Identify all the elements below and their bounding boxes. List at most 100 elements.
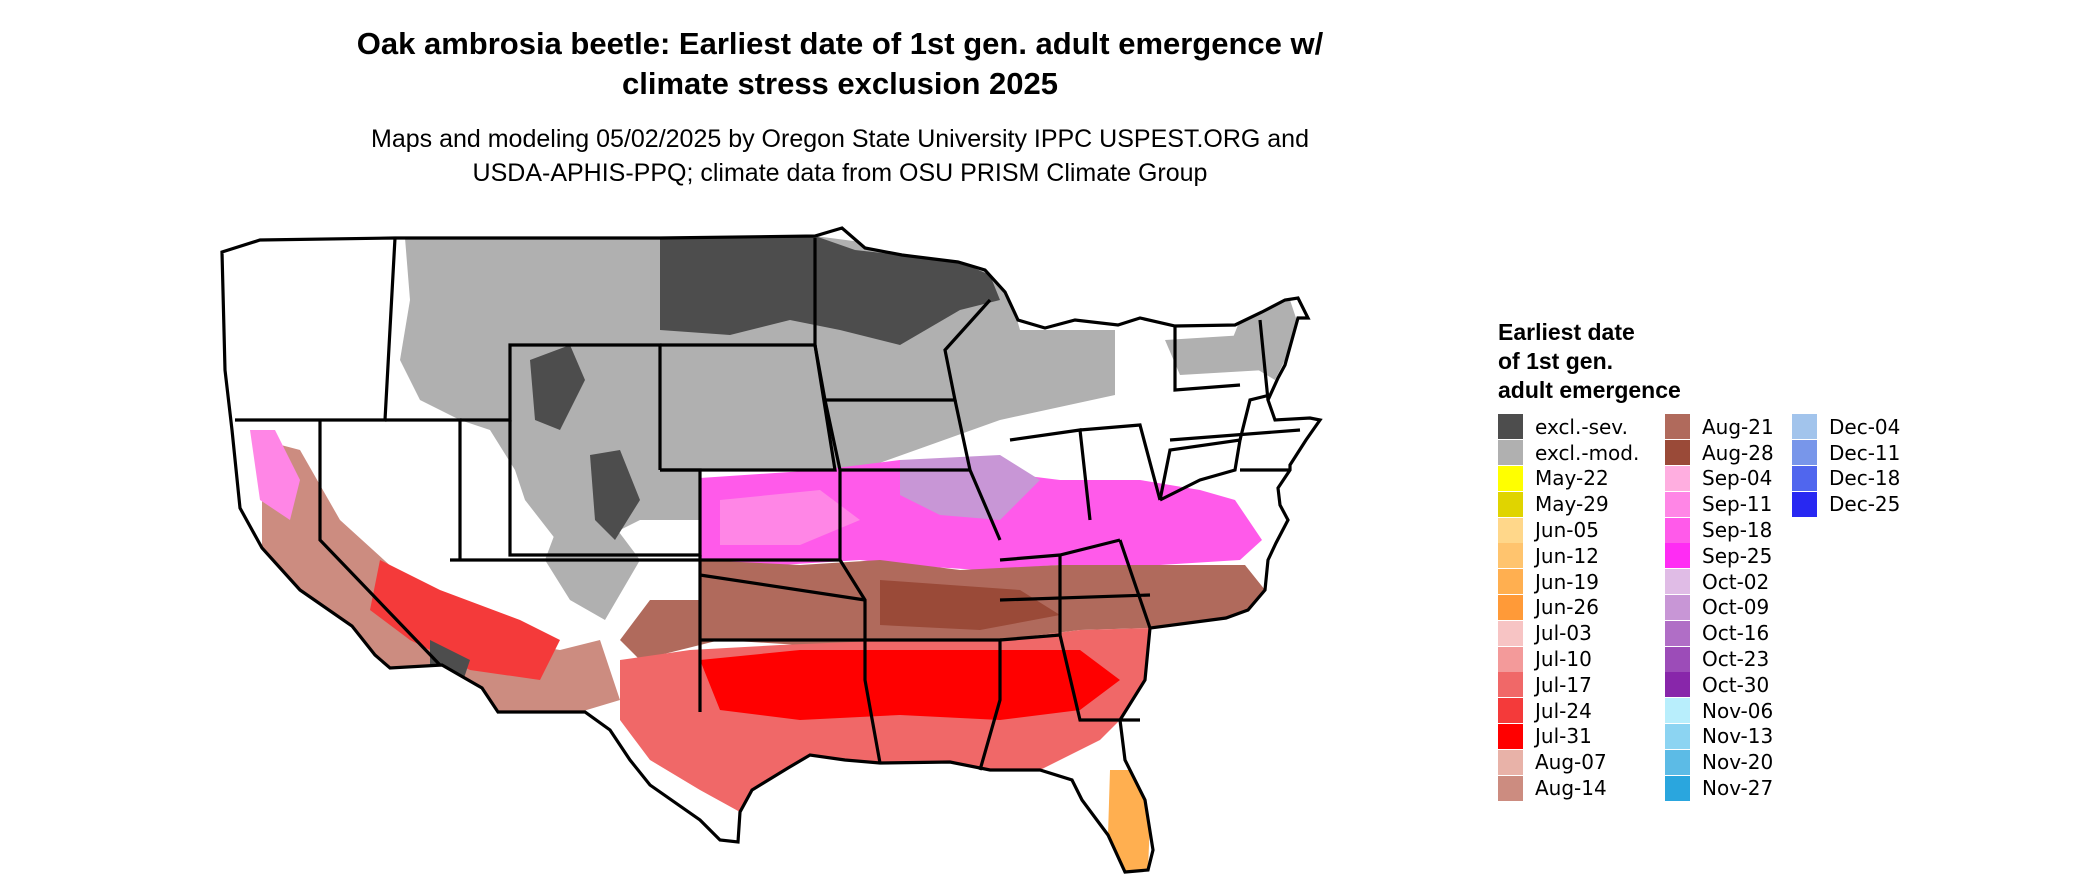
legend-item: Dec-04 (1792, 414, 1900, 440)
legend-swatch (1665, 749, 1690, 775)
legend-item: Aug-21 (1665, 414, 1774, 440)
legend-item: Jun-05 (1498, 517, 1639, 543)
legend-label: Jul-10 (1535, 647, 1592, 672)
legend-swatch (1665, 620, 1690, 646)
map-subtitle: Maps and modeling 05/02/2025 by Oregon S… (240, 122, 1440, 190)
legend-label: Sep-11 (1702, 492, 1773, 517)
legend-item: Jul-17 (1498, 672, 1639, 698)
legend-label: Sep-18 (1702, 518, 1773, 543)
legend-label: Dec-25 (1829, 492, 1901, 517)
legend-swatch (1498, 414, 1523, 440)
legend-swatch (1498, 749, 1523, 775)
legend-swatch (1498, 569, 1523, 595)
legend-label: Oct-23 (1702, 647, 1770, 672)
legend-title-line-3: adult emergence (1498, 377, 1681, 403)
legend-label: May-29 (1535, 492, 1609, 517)
legend-item: Nov-20 (1665, 749, 1774, 775)
legend-item: Sep-11 (1665, 491, 1774, 517)
legend-label: Nov-06 (1702, 698, 1774, 723)
legend-item: Dec-11 (1792, 440, 1900, 466)
legend-item: Sep-18 (1665, 517, 1774, 543)
legend-swatch (1665, 672, 1690, 698)
legend-label: Oct-02 (1702, 569, 1770, 594)
legend-column-2: Aug-21 Aug-28 Sep-04 Sep-11 Sep-18 Sep-25 Oct-… (1665, 414, 1774, 801)
legend-label: Aug-21 (1702, 414, 1774, 439)
legend-item: Dec-18 (1792, 465, 1900, 492)
legend-label: Oct-09 (1702, 595, 1770, 620)
legend-swatch (1665, 646, 1690, 672)
map-title: Oak ambrosia beetle: Earliest date of 1s… (240, 24, 1440, 104)
legend-swatch (1498, 594, 1523, 620)
legend-item: Aug-14 (1498, 775, 1639, 801)
legend-item: Dec-25 (1792, 491, 1900, 517)
legend-label: May-22 (1535, 466, 1609, 491)
legend-label: Jun-26 (1535, 595, 1599, 620)
legend-item: Jun-19 (1498, 569, 1639, 595)
legend-item: Aug-07 (1498, 749, 1639, 775)
legend-swatch (1498, 517, 1523, 543)
legend-column-1: excl.-sev. excl.-mod. May-22 May-29 Jun-05 Ju… (1498, 414, 1639, 801)
legend-swatch (1665, 594, 1690, 620)
legend-label: Jun-12 (1535, 543, 1599, 568)
legend-item: Jun-26 (1498, 594, 1639, 621)
map-title-line-1: Oak ambrosia beetle: Earliest date of 1s… (356, 26, 1324, 61)
legend-swatch (1665, 465, 1690, 491)
legend-title: Earliest date of 1st gen. adult emergenc… (1498, 318, 1758, 405)
legend-item: Oct-16 (1665, 620, 1774, 646)
legend-label: Aug-07 (1535, 750, 1607, 775)
legend-swatch (1498, 543, 1523, 569)
legend-swatch (1665, 723, 1690, 749)
legend-swatch (1792, 440, 1817, 466)
us-map (220, 226, 1323, 874)
legend-label: Aug-28 (1702, 440, 1774, 465)
legend-swatch (1498, 440, 1523, 466)
map-subtitle-line-2: USDA-APHIS-PPQ; climate data from OSU PR… (472, 159, 1208, 187)
legend-item: May-29 (1498, 491, 1639, 517)
legend-item: Aug-28 (1665, 440, 1774, 466)
legend-label: Dec-04 (1829, 414, 1901, 439)
legend-swatch (1665, 775, 1690, 801)
legend-swatch (1665, 543, 1690, 569)
map-subtitle-line-1: Maps and modeling 05/02/2025 by Oregon S… (371, 125, 1309, 153)
legend-label: Nov-27 (1702, 776, 1774, 801)
legend-swatch (1792, 491, 1817, 517)
legend-swatch (1665, 440, 1690, 466)
legend-item: Oct-02 (1665, 569, 1774, 595)
legend-item: Sep-04 (1665, 465, 1774, 492)
legend-label: Aug-14 (1535, 776, 1607, 801)
legend-item: Jul-03 (1498, 620, 1639, 646)
legend-label: Oct-30 (1702, 672, 1770, 697)
legend-label: Jul-17 (1535, 672, 1592, 697)
legend-label: Nov-13 (1702, 724, 1774, 749)
legend-label: excl.-sev. (1535, 414, 1628, 439)
legend-label: Nov-20 (1702, 750, 1774, 775)
legend-swatch (1665, 698, 1690, 724)
legend-swatch (1665, 491, 1690, 517)
state-borders (220, 226, 1323, 874)
legend-title-line-2: of 1st gen. (1498, 348, 1614, 374)
legend-item: Nov-13 (1665, 723, 1774, 750)
legend-item: excl.-sev. (1498, 414, 1639, 440)
legend-item: Oct-30 (1665, 672, 1774, 698)
legend-swatch (1665, 517, 1690, 543)
legend-swatch (1498, 620, 1523, 646)
legend-swatch (1498, 698, 1523, 724)
legend-swatch (1498, 465, 1523, 491)
legend-label: Oct-16 (1702, 621, 1770, 646)
legend-label: excl.-mod. (1535, 440, 1640, 465)
legend-label: Jul-31 (1535, 724, 1592, 749)
legend-item: Jul-24 (1498, 698, 1639, 724)
legend-item: Jun-12 (1498, 543, 1639, 569)
legend-label: Jun-05 (1535, 518, 1599, 543)
legend-swatch (1498, 723, 1523, 749)
legend-item: Jul-31 (1498, 723, 1639, 750)
legend-label: Sep-25 (1702, 543, 1773, 568)
emergence-layer (222, 228, 1320, 872)
legend-label: Jul-03 (1535, 621, 1592, 646)
legend-swatch (1792, 465, 1817, 491)
legend-column-3: Dec-04 Dec-11 Dec-18 Dec-25 (1792, 414, 1900, 517)
legend-swatch (1665, 414, 1690, 440)
legend-item: Oct-23 (1665, 646, 1774, 672)
legend-swatch (1498, 646, 1523, 672)
legend-item: Jul-10 (1498, 646, 1639, 672)
